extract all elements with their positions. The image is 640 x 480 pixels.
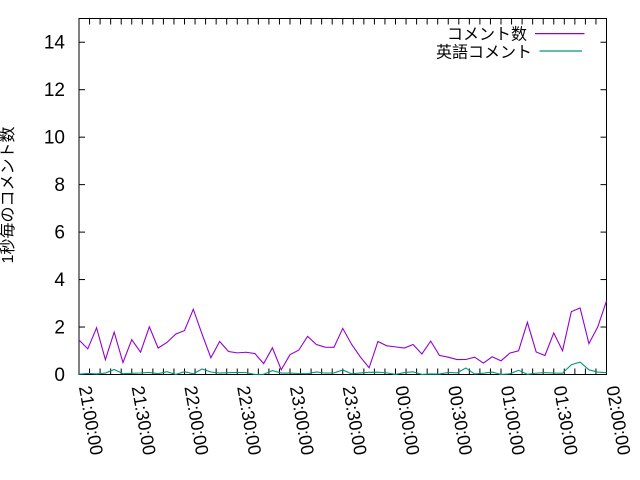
svg-text:14: 14 xyxy=(44,33,66,54)
svg-text:英語コメント: 英語コメント xyxy=(436,44,532,62)
svg-text:コメント数: コメント数 xyxy=(447,26,527,44)
svg-text:0: 0 xyxy=(54,365,65,386)
svg-text:8: 8 xyxy=(54,175,65,196)
svg-text:2: 2 xyxy=(54,317,65,338)
svg-text:6: 6 xyxy=(54,222,65,243)
svg-text:4: 4 xyxy=(54,270,65,291)
svg-text:12: 12 xyxy=(44,80,65,101)
svg-text:10: 10 xyxy=(44,128,65,149)
svg-text:1秒毎のコメント数: 1秒毎のコメント数 xyxy=(0,127,17,264)
